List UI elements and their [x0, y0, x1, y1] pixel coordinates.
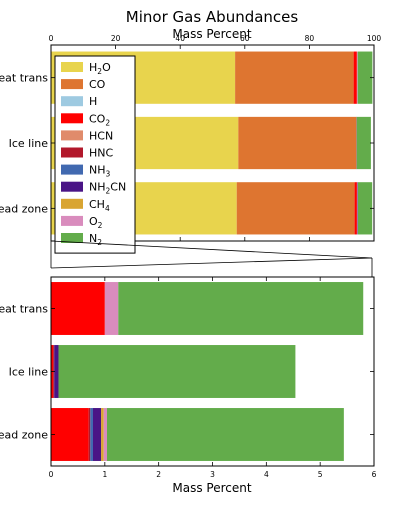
x-tick-label: 4 — [264, 470, 269, 479]
x-tick-label: 0 — [49, 34, 54, 43]
plot-frame — [50, 44, 375, 242]
x-tick-label: 0 — [49, 470, 54, 479]
bar-segment — [88, 408, 91, 461]
legend-label: NH3 — [89, 164, 111, 179]
category-label: Heat trans — [0, 72, 48, 85]
legend-swatch — [61, 233, 83, 243]
bar-segment — [51, 282, 105, 335]
legend-label: H — [89, 95, 97, 108]
top-axis-label: Mass Percent — [172, 27, 251, 41]
bar-segment — [238, 116, 357, 170]
bar-segment — [356, 116, 371, 170]
bar-segment — [354, 182, 357, 235]
x-tick-label: 6 — [372, 470, 377, 479]
bar-segment — [104, 282, 119, 335]
legend-swatch — [61, 147, 83, 158]
zoom-line — [50, 257, 373, 269]
legend-swatch — [61, 96, 83, 107]
category-label: Dead zone — [0, 202, 48, 215]
bar-segment — [356, 51, 358, 104]
legend-swatch — [61, 62, 83, 72]
x-tick-label: 20 — [111, 34, 121, 43]
bar-segment — [51, 408, 89, 461]
legend-label: O2 — [89, 215, 103, 230]
legend-label: H2O — [89, 61, 111, 76]
x-tick-label: 60 — [240, 34, 250, 43]
legend-swatch — [61, 79, 83, 90]
bar-segment — [101, 408, 104, 461]
x-tick-label: 100 — [367, 34, 382, 43]
x-tick-label: 80 — [305, 34, 315, 43]
bar-segment — [90, 408, 93, 461]
legend-swatch — [61, 113, 83, 124]
bar-segment — [58, 345, 296, 398]
x-tick-label: 2 — [156, 470, 161, 479]
legend-label: HCN — [89, 129, 113, 142]
legend-label: HNC — [89, 147, 114, 160]
bar-segment — [357, 182, 373, 235]
x-tick-label: 1 — [102, 470, 107, 479]
bar-segment — [118, 282, 364, 335]
legend-swatch — [61, 130, 83, 141]
legend-swatch — [61, 215, 83, 226]
bottom-chart: Heat trans Ice line Dead zone 0 1 2 3 4 5 6 — [0, 276, 377, 479]
category-label: Ice line — [9, 366, 49, 379]
top-chart: Heat trans Ice line Dead zone 0 20 40 60 80 100 H… — [0, 34, 382, 254]
legend-label: CO — [89, 78, 106, 91]
bar-segment — [103, 408, 107, 461]
bar-segment — [106, 408, 344, 461]
zoom-line — [50, 240, 373, 259]
category-label: Dead zone — [0, 429, 48, 442]
legend-swatch — [61, 164, 83, 175]
figure-title: Minor Gas Abundances — [126, 8, 299, 26]
bar-segment — [235, 51, 354, 104]
x-tick-label: 3 — [210, 470, 215, 479]
bar-segment — [236, 182, 355, 235]
legend-label: N2 — [89, 232, 102, 247]
legend-label: NH2CN — [89, 181, 126, 196]
zoom-connector — [50, 240, 373, 277]
legend-swatch — [61, 181, 83, 192]
legend-swatch — [61, 198, 83, 209]
x-tick-label: 5 — [318, 470, 323, 479]
x-tick-label: 40 — [175, 34, 185, 43]
legend-label: CH4 — [89, 198, 110, 213]
bar-segment — [353, 51, 357, 104]
bar-segment — [92, 408, 102, 461]
category-label: Ice line — [9, 137, 49, 150]
bottom-axis-label: Mass Percent — [172, 481, 251, 495]
bar-segment — [54, 345, 59, 398]
bar-segment — [357, 51, 373, 104]
legend-label: CO2 — [89, 112, 110, 127]
category-label: Heat trans — [0, 303, 48, 316]
